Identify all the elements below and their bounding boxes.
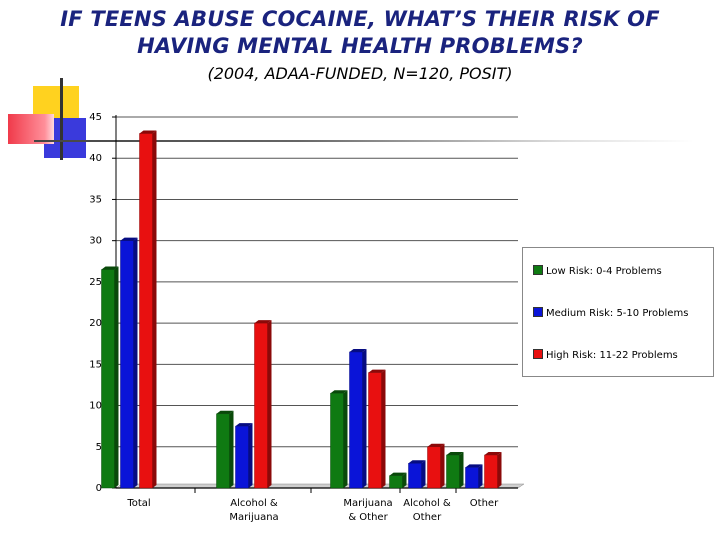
legend-item-medium-risk: Medium Risk: 5-10 Problems — [533, 307, 688, 319]
chart-legend: Low Risk: 0-4 Problems Medium Risk: 5-10… — [522, 247, 714, 377]
legend-item-high-risk: High Risk: 11-22 Problems — [533, 349, 678, 361]
bar-side — [114, 266, 119, 488]
y-tick-label: 25 — [89, 277, 102, 288]
y-tick-label: 40 — [89, 153, 102, 164]
bar-front — [139, 133, 153, 489]
bar-top — [139, 130, 157, 134]
chart-labels: 0 5 10 15 20 25 30 35 40 45 Total Alcohol & Marijuan… — [89, 112, 499, 523]
chart-grid — [116, 116, 518, 448]
y-tick-label: 30 — [89, 236, 102, 247]
y-tick-label: 45 — [89, 112, 102, 123]
x-tick-label: Total — [126, 498, 150, 509]
chart-bars — [101, 130, 502, 489]
bar-top — [235, 423, 253, 427]
bar-top — [389, 472, 407, 476]
bar-side — [152, 130, 157, 488]
legend-label-low-risk: Low Risk: 0-4 Problems — [546, 266, 662, 277]
bar-side — [478, 464, 483, 488]
slide-title-line2: HAVING MENTAL HEALTH PROBLEMS? — [137, 34, 583, 58]
bar-top — [465, 464, 483, 468]
bar-front — [349, 351, 363, 489]
bar-front — [101, 269, 115, 489]
bar-side — [421, 460, 426, 488]
bar-side — [343, 390, 348, 488]
bar — [235, 423, 253, 489]
bar-top — [254, 320, 272, 324]
bar-front — [484, 454, 498, 489]
x-tick-label: Other — [413, 512, 442, 523]
bar-front — [235, 425, 249, 489]
bar — [484, 452, 502, 489]
x-tick-label: Marijuana — [229, 512, 278, 523]
x-tick-label: Alcohol & — [230, 498, 278, 509]
bar — [427, 443, 445, 489]
bar — [101, 266, 119, 489]
y-tick-label: 20 — [89, 318, 102, 329]
bar — [330, 390, 348, 489]
bar-side — [381, 369, 386, 488]
x-tick-label: Other — [470, 498, 499, 509]
bar — [368, 369, 386, 489]
bar-top — [427, 443, 445, 447]
bar-top — [330, 390, 348, 394]
bar-side — [440, 443, 445, 488]
bar-side — [248, 423, 253, 488]
bar — [446, 452, 464, 489]
bar-top — [484, 452, 502, 456]
bar-side — [497, 452, 502, 488]
bar-top — [408, 460, 426, 464]
bar-front — [465, 467, 479, 489]
bar-front — [330, 392, 344, 489]
bar-front — [216, 413, 230, 489]
legend-swatch-medium-risk — [533, 307, 543, 317]
bar-front — [427, 446, 441, 489]
bar — [408, 460, 426, 489]
bar — [139, 130, 157, 489]
legend-swatch-high-risk — [533, 349, 543, 359]
slide-subtitle: (2004, ADAA-FUNDED, N=120, POSIT) — [207, 64, 513, 83]
y-tick-label: 35 — [89, 194, 102, 205]
legend-label-high-risk: High Risk: 11-22 Problems — [546, 350, 678, 361]
bar-side — [267, 320, 272, 488]
bar-top — [368, 369, 386, 373]
bar-top — [446, 452, 464, 456]
decor-horizontal-line — [34, 140, 694, 142]
bar-front — [408, 463, 422, 489]
bar-side — [229, 410, 234, 488]
slide-title-line1: IF TEENS ABUSE COCAINE, WHAT’S THEIR RIS… — [60, 7, 660, 31]
bar-top — [120, 237, 138, 241]
y-tick-label: 5 — [96, 442, 102, 453]
bar-front — [368, 372, 382, 489]
x-tick-label: Marijuana — [343, 498, 392, 509]
decor-red-square — [8, 114, 54, 144]
bar — [120, 237, 138, 489]
bar — [349, 348, 367, 489]
bar — [389, 472, 407, 489]
x-tick-label: & Other — [348, 512, 388, 523]
bar-top — [349, 348, 367, 352]
bar-front — [120, 240, 134, 489]
bar — [254, 320, 272, 489]
bar-front — [254, 322, 268, 489]
bar — [465, 464, 483, 489]
bar-top — [216, 410, 234, 414]
legend-item-low-risk: Low Risk: 0-4 Problems — [533, 265, 662, 277]
y-tick-label: 15 — [89, 359, 102, 370]
y-tick-label: 10 — [89, 401, 102, 412]
x-tick-label: Alcohol & — [403, 498, 451, 509]
chart-axes — [112, 115, 525, 493]
bar-front — [389, 475, 403, 489]
y-tick-label: 0 — [96, 483, 102, 494]
bar-side — [133, 237, 138, 488]
bar-top — [101, 266, 119, 270]
bar-front — [446, 454, 460, 489]
legend-swatch-low-risk — [533, 265, 543, 275]
legend-label-medium-risk: Medium Risk: 5-10 Problems — [546, 308, 689, 319]
decor-vertical-line — [60, 78, 63, 160]
bar-side — [459, 452, 464, 488]
bar-side — [362, 348, 367, 488]
bar-side — [402, 472, 407, 488]
bar — [216, 410, 234, 489]
